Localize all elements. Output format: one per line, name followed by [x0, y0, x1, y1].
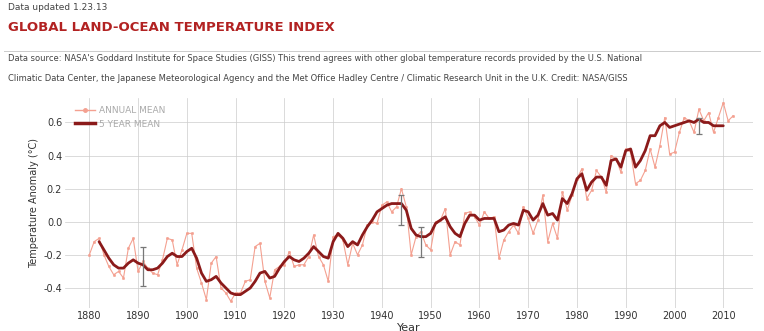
- X-axis label: Year: Year: [397, 323, 420, 331]
- Text: GLOBAL LAND-OCEAN TEMPERATURE INDEX: GLOBAL LAND-OCEAN TEMPERATURE INDEX: [8, 21, 335, 34]
- Text: Climatic Data Center, the Japanese Meteorological Agency and the Met Office Hadl: Climatic Data Center, the Japanese Meteo…: [8, 73, 627, 82]
- Y-axis label: Temperature Anomaly (°C): Temperature Anomaly (°C): [29, 138, 39, 268]
- Text: Data source: NASA's Goddard Institute for Space Studies (GISS) This trend agrees: Data source: NASA's Goddard Institute fo…: [8, 54, 642, 63]
- Legend: ANNUAL MEAN, 5 YEAR MEAN: ANNUAL MEAN, 5 YEAR MEAN: [73, 104, 167, 130]
- Text: Data updated 1.23.13: Data updated 1.23.13: [8, 3, 107, 12]
